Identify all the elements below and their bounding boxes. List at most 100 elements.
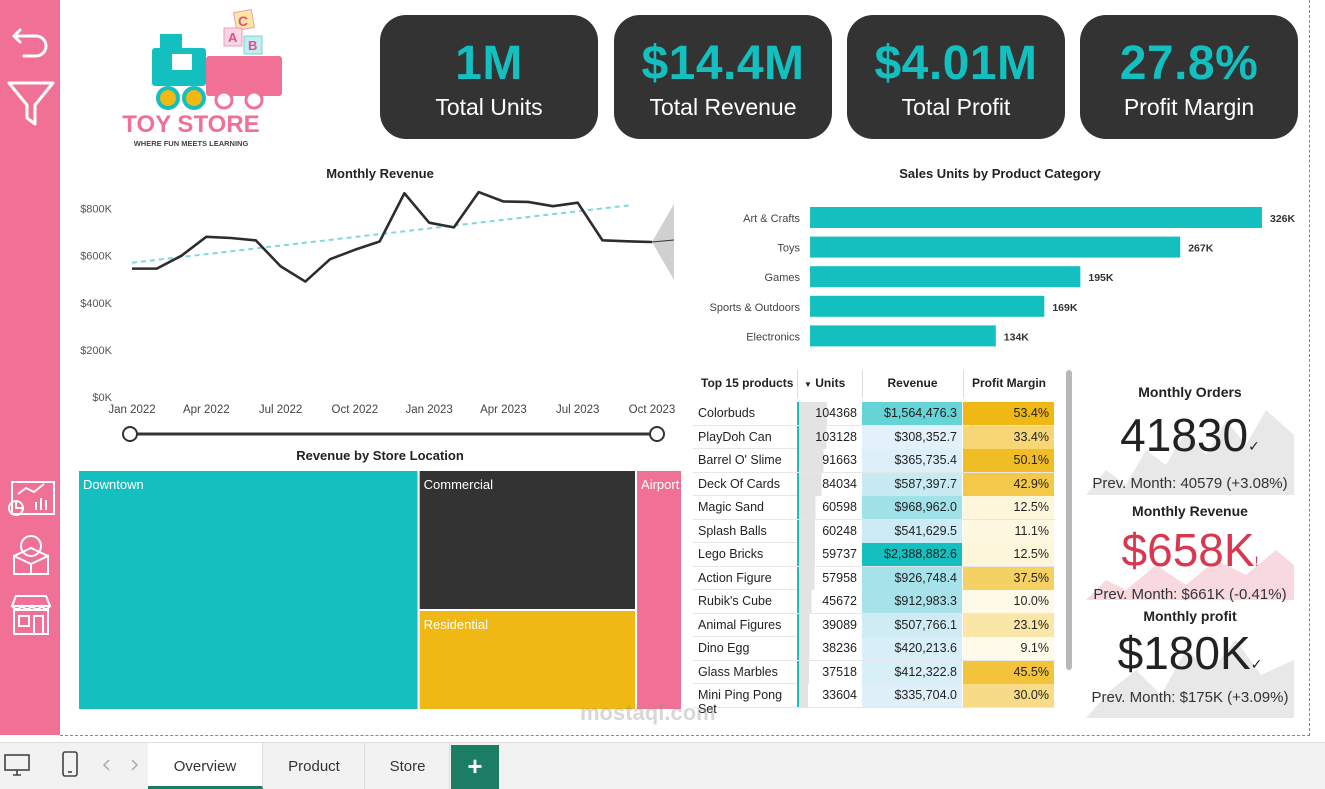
col-header-product[interactable]: Top 15 products [701,376,794,390]
kpi-total-profit: $4.01M Total Profit [847,15,1065,139]
units-cell: 60598 [797,496,861,519]
product-name: Colorbuds [698,406,755,420]
margin-cell: 23.1% [963,613,1054,637]
x-tick-label: Oct 2023 [629,404,676,416]
col-header-margin[interactable]: Profit Margin [963,370,1054,398]
bar-value-label: 195K [1088,272,1114,284]
monthly-revenue-line-chart: $0K $200K $400K $600K $800K Jan 2022 Apr 2022 J… [80,190,676,442]
y-tick-label: $0K [92,392,112,404]
store-page-icon[interactable] [6,588,56,638]
prev-page-icon[interactable] [102,759,112,771]
x-tick-label: Jan 2022 [108,404,155,416]
tab-overview[interactable]: Overview [148,743,263,789]
table-row[interactable]: Action Figure 57958 $926,748.4 37.5% [693,566,1055,590]
revenue-cell: $926,748.4 [862,566,962,590]
col-header-revenue[interactable]: Revenue [862,370,962,398]
product-name: Splash Balls [698,523,767,538]
slider-end-handle[interactable] [649,426,665,442]
kpi-value: $14.4M [641,37,805,90]
card-title: Monthly Orders [1138,384,1242,400]
card-value: 41830✓ [1086,410,1294,471]
treemap-tile[interactable] [417,609,638,710]
table-row[interactable]: Rubik's Cube 45672 $912,983.3 10.0% [693,590,1055,614]
kpi-label: Total Profit [901,94,1011,120]
treemap-tile[interactable] [78,470,420,710]
product-name: Dino Egg [698,641,750,655]
card-prev: Prev. Month: 40579 (+3.08%) [1092,475,1288,492]
treemap-tile[interactable] [635,470,682,710]
card-value-text: $180K [1117,627,1251,679]
card-title: Monthly profit [1143,608,1237,624]
kpi-total-units: 1M Total Units [380,15,598,139]
table-row[interactable]: Splash Balls 60248 $541,629.5 11.1% [693,519,1055,543]
revenue-cell: $420,213.6 [862,637,962,660]
table-row[interactable]: Dino Egg 38236 $420,213.6 9.1% [693,637,1055,661]
revenue-cell: $1,564,476.3 [862,402,962,425]
units-cell: 39089 [797,613,861,637]
kpi-value: $4.01M [874,37,1038,90]
logo-block-c: C [238,13,248,29]
revenue-cell: $335,704.0 [862,684,962,707]
margin-cell: 9.1% [963,637,1054,660]
table-scrollbar[interactable] [1066,370,1072,670]
logo-block-b: B [248,38,257,53]
add-page-button[interactable]: + [451,745,499,789]
col-header-units-label: Units [815,376,846,390]
margin-cell: 33.4% [963,425,1054,449]
table-row[interactable]: Glass Marbles 37518 $412,322.8 45.5% [693,660,1055,684]
chart-page-icon[interactable] [6,474,56,524]
next-page-icon[interactable] [129,759,139,771]
category-bar[interactable] [810,207,1262,228]
page-tab-bar: Overview Product Store + [0,742,1325,789]
tab-store[interactable]: Store [366,743,450,789]
revenue-cell: $912,983.3 [862,590,962,613]
kpi-value: 27.8% [1119,37,1259,90]
product-name: Mini Ping Pong Set [698,688,783,716]
category-bar[interactable] [810,236,1181,258]
filter-icon[interactable] [6,78,56,128]
category-bar[interactable] [810,266,1081,288]
units-cell: 45672 [797,590,861,613]
x-tick-label: Jul 2023 [556,404,599,416]
table-row[interactable]: PlayDoh Can 103128 $308,352.7 33.4% [693,425,1055,449]
check-icon: ✓ [1248,438,1260,454]
table-row[interactable]: Mini Ping Pong Set 33604 $335,704.0 30.0% [693,684,1055,716]
product-name: Action Figure [698,570,772,585]
table-row[interactable]: Colorbuds 104368 $1,564,476.3 53.4% [693,402,1055,426]
units-cell: 38236 [797,637,861,660]
col-header-units[interactable]: ▼ Units [797,370,861,398]
product-name: Magic Sand [698,500,765,514]
table-row[interactable]: Lego Bricks 59737 $2,388,882.6 12.5% [693,543,1055,567]
category-bar[interactable] [810,295,1045,317]
revenue-cell: $968,962.0 [862,496,962,519]
margin-cell: 30.0% [963,684,1054,707]
desktop-view-icon[interactable] [4,753,30,777]
table-row[interactable]: Magic Sand 60598 $968,962.0 12.5% [693,496,1055,520]
treemap-title: Revenue by Store Location [296,448,464,463]
product-name: Deck Of Cards [698,476,780,491]
product-name: Rubik's Cube [698,594,772,608]
bar-value-label: 169K [1052,302,1078,314]
bar-chart-title: Sales Units by Product Category [899,166,1101,181]
tab-product[interactable]: Product [264,743,365,789]
kpi-profit-margin: 27.8% Profit Margin [1080,15,1298,139]
table-row[interactable]: Barrel O' Slime 91663 $365,735.4 50.1% [693,449,1055,473]
category-label: Electronics [746,331,800,343]
back-arrow-icon[interactable] [6,14,56,64]
revenue-cell: $365,735.4 [862,449,962,472]
mobile-view-icon[interactable] [62,751,78,777]
table-row[interactable]: Animal Figures 39089 $507,766.1 23.1% [693,613,1055,637]
treemap-label: Commercial [424,477,493,492]
table-row[interactable]: Deck Of Cards 84034 $587,397.7 42.9% [693,472,1055,496]
kpi-label: Total Units [435,94,543,120]
treemap-tile[interactable] [417,470,638,611]
slider-start-handle[interactable] [122,426,138,442]
product-name: Glass Marbles [698,664,778,679]
forecast-line [651,239,675,243]
product-page-icon[interactable] [6,530,56,580]
top-products-table: Top 15 products ▼ Units Revenue Profit M… [693,370,1072,722]
category-label: Toys [777,243,800,255]
category-bar[interactable] [810,325,996,347]
units-cell: 104368 [797,402,861,425]
